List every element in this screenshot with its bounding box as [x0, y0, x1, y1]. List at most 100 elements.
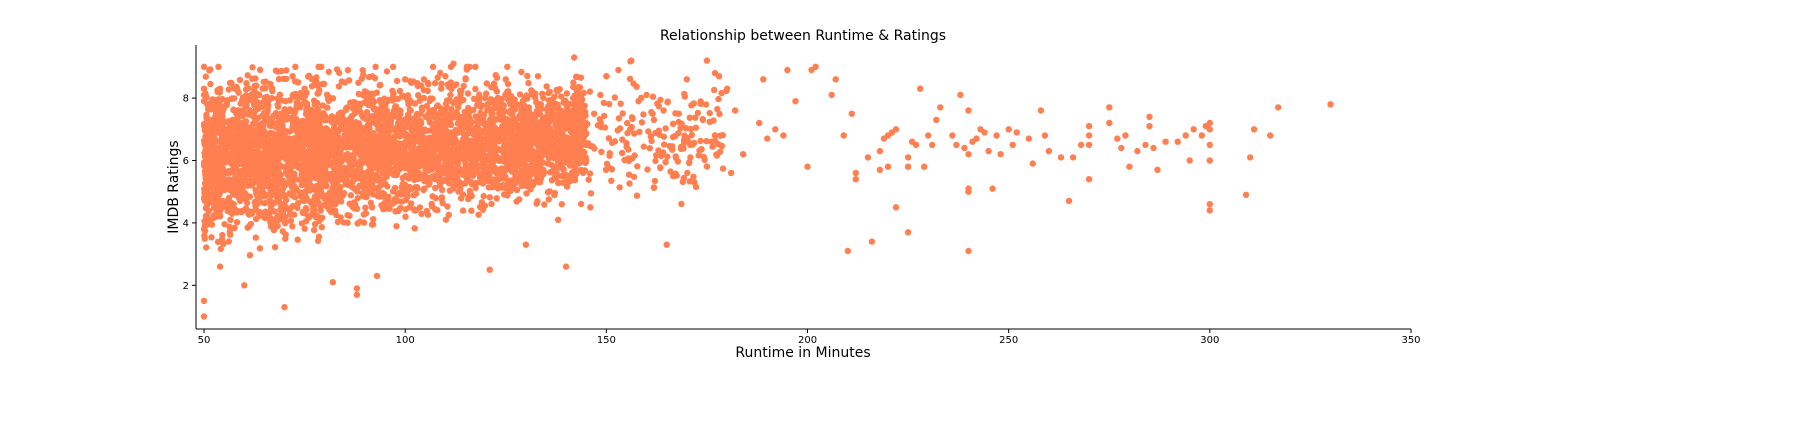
data-point — [210, 204, 218, 211]
data-point — [293, 117, 300, 124]
data-point — [513, 155, 520, 162]
data-point — [509, 109, 516, 117]
data-point — [306, 172, 314, 180]
data-point — [1085, 176, 1093, 183]
data-point — [291, 109, 298, 117]
data-point — [378, 144, 386, 151]
data-point — [332, 200, 339, 207]
data-point — [1114, 135, 1121, 142]
data-point — [372, 105, 379, 113]
data-point — [628, 57, 635, 64]
data-point — [338, 144, 346, 152]
data-point — [727, 169, 735, 177]
data-point — [396, 87, 404, 95]
data-point — [711, 137, 719, 144]
data-point — [686, 159, 693, 167]
data-point — [341, 79, 349, 86]
data-point — [411, 206, 418, 213]
data-point — [291, 151, 299, 158]
data-point — [780, 132, 787, 139]
data-point — [363, 159, 371, 166]
data-point — [311, 196, 318, 203]
data-point — [631, 130, 638, 137]
data-point — [486, 194, 493, 201]
data-point — [1198, 132, 1206, 139]
data-point — [660, 133, 668, 140]
data-point — [228, 210, 236, 217]
data-point — [301, 225, 308, 232]
data-point — [1206, 207, 1214, 214]
data-point — [363, 170, 370, 177]
data-point — [961, 144, 968, 152]
data-point — [286, 162, 293, 169]
data-point — [294, 236, 301, 243]
data-point — [369, 96, 376, 103]
data-point — [309, 139, 316, 147]
data-point — [521, 128, 529, 135]
data-point — [453, 96, 460, 103]
data-point — [281, 304, 288, 311]
data-point — [493, 74, 501, 81]
data-point — [494, 98, 501, 105]
data-point — [444, 98, 452, 105]
data-point — [430, 106, 437, 114]
data-point — [884, 163, 892, 170]
data-point — [353, 285, 361, 292]
data-point — [231, 147, 238, 154]
data-point — [1085, 132, 1093, 139]
data-point — [219, 178, 227, 186]
y-tick-label: 6 — [183, 156, 189, 167]
data-point — [662, 125, 669, 132]
data-point — [618, 149, 626, 157]
data-point — [710, 117, 717, 124]
data-point — [240, 207, 247, 214]
data-point — [576, 136, 583, 143]
data-point — [584, 120, 591, 128]
data-point — [1134, 147, 1141, 155]
data-point — [433, 126, 441, 133]
data-point — [342, 174, 350, 181]
data-point — [428, 120, 436, 128]
data-point — [418, 120, 425, 127]
data-point — [320, 138, 327, 145]
data-point — [213, 209, 220, 217]
data-point — [506, 127, 513, 135]
y-axis-label: IMDB Ratings — [166, 140, 182, 233]
data-point — [305, 113, 312, 120]
data-point — [454, 151, 461, 159]
data-point — [447, 116, 454, 124]
data-point — [383, 117, 390, 124]
data-point — [539, 90, 546, 98]
data-point — [434, 120, 441, 127]
data-point — [384, 159, 391, 166]
data-point — [681, 132, 688, 139]
data-point — [378, 129, 385, 136]
data-point — [570, 119, 578, 127]
data-point — [489, 114, 496, 121]
data-point — [929, 141, 936, 149]
data-point — [462, 76, 469, 83]
data-point — [399, 145, 406, 153]
data-point — [367, 183, 375, 191]
data-point — [301, 137, 309, 144]
data-point — [420, 76, 428, 83]
data-point — [715, 95, 722, 103]
data-point — [525, 144, 533, 151]
data-point — [297, 164, 304, 172]
data-point — [252, 150, 259, 158]
data-point — [237, 100, 244, 107]
data-point — [274, 222, 281, 230]
data-point — [326, 203, 334, 210]
data-point — [519, 103, 526, 110]
data-point — [1150, 144, 1157, 152]
data-point — [1077, 141, 1085, 149]
data-point — [687, 125, 695, 133]
data-point — [496, 115, 503, 122]
data-point — [703, 57, 711, 64]
data-point — [223, 198, 231, 205]
data-point — [367, 150, 374, 158]
data-point — [369, 191, 377, 198]
data-point — [559, 179, 566, 186]
data-point — [345, 157, 352, 165]
data-point — [434, 170, 441, 178]
